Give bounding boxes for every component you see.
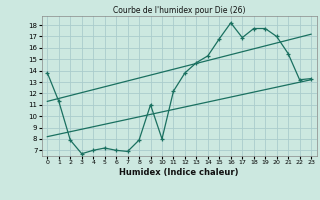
Title: Courbe de l'humidex pour Die (26): Courbe de l'humidex pour Die (26) bbox=[113, 6, 245, 15]
X-axis label: Humidex (Indice chaleur): Humidex (Indice chaleur) bbox=[119, 168, 239, 177]
